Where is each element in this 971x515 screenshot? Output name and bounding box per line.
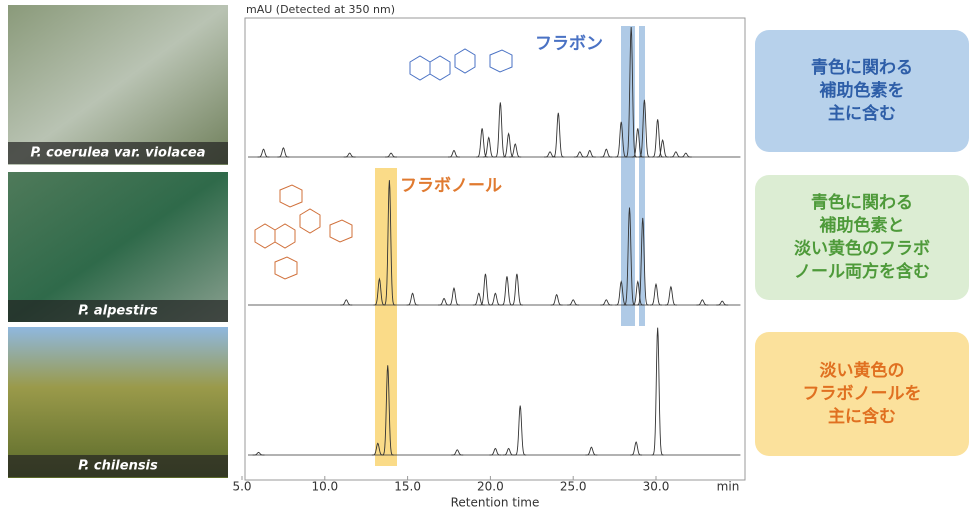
photos [8,5,228,478]
x-tick-label: 30.0 [643,480,670,494]
highlight [639,26,645,326]
x-unit: min [717,480,740,494]
peak [716,300,729,306]
highlights [375,26,645,466]
peak [502,132,515,158]
highlight [375,168,397,466]
structures [254,48,513,280]
peak [573,151,586,158]
peak [482,136,495,158]
peak [656,138,669,158]
x-tick-label: 10.0 [311,480,338,494]
note-text: 補助色素を [819,80,905,101]
peak [494,102,507,158]
peak [385,152,397,158]
peak [340,299,353,306]
caption-bar [8,455,228,477]
peak [630,441,643,456]
caption-bar [8,142,228,164]
peak [489,292,502,306]
peak [669,151,682,158]
legend-label: P. chilensis [78,459,158,474]
note-box [755,332,969,456]
peak [631,280,644,306]
peak [451,449,464,456]
peak [696,299,709,306]
peak [552,112,565,158]
peak [406,292,419,306]
photo [8,327,228,478]
peak [489,447,502,456]
peak [343,152,356,158]
note-text: 主に含む [828,103,896,124]
caption-bar [8,300,228,322]
peak [636,217,649,306]
peak [623,207,636,306]
photo [8,172,228,322]
x-tick-label: 5.0 [232,480,251,494]
peak [479,273,492,306]
peak [585,446,598,456]
peak [277,147,290,158]
peak [509,143,522,158]
peak [650,282,662,306]
note-text: 青色に関わる [811,57,913,78]
note-text: 淡い黄色の [820,360,905,381]
peak [600,148,613,158]
peak [583,149,596,158]
peak [257,148,270,158]
note-text: 補助色素と [819,215,905,236]
peak [625,26,638,158]
legend-label: P. coerulea var. violacea [31,146,206,161]
peak [472,292,485,306]
peak [651,119,664,158]
peak [600,299,613,306]
x-axis-label: Retention time [451,496,540,510]
x-tick-label: 25.0 [560,480,587,494]
highlight [621,26,635,326]
peak [438,297,450,306]
note-text: 青色に関わる [811,192,913,213]
peak [651,327,664,456]
y-axis-label: mAU (Detected at 350 nm) [246,3,395,16]
peak [567,299,580,306]
note-box [755,175,969,300]
plot-frame [244,17,746,481]
note-text: ノール両方を含む [794,261,930,282]
peak [381,365,394,456]
annotation: フラボノール [400,176,502,196]
peak [510,273,523,306]
x-tick-label: 15.0 [394,480,421,494]
note-text: 淡い黄色のフラボ [794,238,930,259]
peak [252,451,265,456]
peak [664,285,677,306]
note-text: 主に含む [828,406,896,427]
note-box [755,30,969,152]
peak [514,405,527,456]
x-tick-label: 20.0 [477,480,504,494]
legend-label: P. alpestirs [78,304,158,319]
note-text: フラボノールを [803,384,922,404]
peak [631,128,644,158]
peak [550,293,563,306]
peak [448,286,460,306]
peak [383,180,396,306]
peak [500,276,513,306]
peak [679,152,692,158]
photo [8,5,228,165]
peak [638,99,651,158]
peak [502,447,515,456]
annotation: フラボン [535,34,603,54]
peak [448,149,460,158]
peak [476,128,489,158]
